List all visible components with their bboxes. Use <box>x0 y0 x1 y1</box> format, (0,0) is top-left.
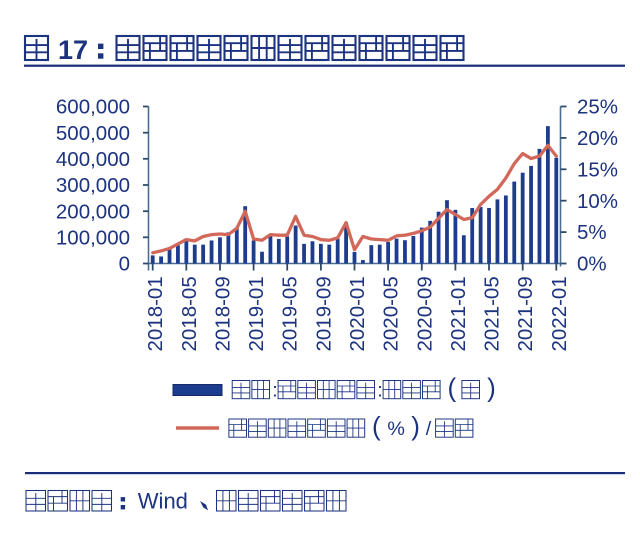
svg-text:2020-05: 2020-05 <box>380 276 403 351</box>
svg-text:2019-09: 2019-09 <box>312 276 335 351</box>
svg-text:2018-09: 2018-09 <box>212 276 235 351</box>
svg-text:500,000: 500,000 <box>56 122 130 145</box>
svg-text:17: 17 <box>58 35 88 65</box>
svg-text:2020-01: 2020-01 <box>346 276 369 351</box>
svg-text:2021-09: 2021-09 <box>514 276 537 351</box>
svg-text:2019-01: 2019-01 <box>245 276 268 351</box>
svg-text:10%: 10% <box>577 190 618 213</box>
svg-text:0: 0 <box>119 253 130 276</box>
svg-text:5%: 5% <box>577 221 607 244</box>
svg-text:20%: 20% <box>577 127 618 150</box>
svg-text:2018-01: 2018-01 <box>144 276 167 351</box>
svg-text:): ) <box>411 411 420 441</box>
svg-text:2018-05: 2018-05 <box>178 276 201 351</box>
svg-text::: : <box>377 379 382 401</box>
svg-text:2020-09: 2020-09 <box>413 276 436 351</box>
svg-text:2021-01: 2021-01 <box>447 276 470 351</box>
svg-text:300,000: 300,000 <box>56 174 130 197</box>
svg-text:200,000: 200,000 <box>56 200 130 223</box>
svg-text::: : <box>272 379 277 401</box>
svg-text:%: % <box>387 418 405 440</box>
svg-text:400,000: 400,000 <box>56 148 130 171</box>
svg-text:15%: 15% <box>577 158 618 181</box>
svg-text:100,000: 100,000 <box>56 226 130 249</box>
svg-text:2022-01: 2022-01 <box>548 276 571 351</box>
svg-text:0%: 0% <box>577 253 607 276</box>
svg-text:Wind: Wind <box>138 489 188 514</box>
svg-text:/: / <box>426 418 432 440</box>
svg-text:2021-05: 2021-05 <box>481 276 504 351</box>
svg-text:): ) <box>487 372 496 402</box>
svg-text:2019-05: 2019-05 <box>279 276 302 351</box>
svg-text:(: ( <box>372 411 381 441</box>
svg-text:600,000: 600,000 <box>56 96 130 119</box>
svg-text:25%: 25% <box>577 96 618 119</box>
svg-text:(: ( <box>448 372 457 402</box>
